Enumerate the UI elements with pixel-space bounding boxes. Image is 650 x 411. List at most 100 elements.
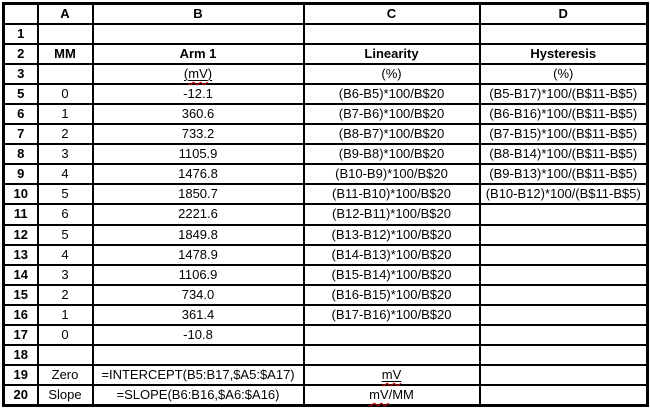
cell-C11[interactable]: (B12-B11)*100/B$20	[302, 203, 481, 226]
cell-D16[interactable]	[478, 303, 649, 326]
cell-A20[interactable]: Slope	[36, 383, 94, 407]
row-header-15[interactable]: 15	[2, 283, 39, 306]
cell-D2[interactable]: Hysteresis	[478, 43, 649, 66]
row-header-7[interactable]: 7	[2, 123, 39, 146]
cell-C15[interactable]: (B16-B15)*100/B$20	[302, 283, 481, 306]
cell-C17[interactable]	[302, 323, 481, 346]
row-header-14[interactable]: 14	[2, 263, 39, 286]
cell-B10[interactable]: 1850.7	[91, 183, 305, 206]
cell-C19[interactable]: mV	[302, 363, 481, 386]
cell-B5[interactable]: -12.1	[91, 83, 305, 106]
cell-B9[interactable]: 1476.8	[91, 163, 305, 186]
cell-D14[interactable]	[478, 263, 649, 286]
row-header-17[interactable]: 17	[2, 323, 39, 346]
column-header-A[interactable]: A	[36, 2, 94, 26]
column-header-C[interactable]: C	[302, 2, 481, 26]
cell-D12[interactable]	[478, 223, 649, 246]
cell-A13[interactable]: 4	[36, 243, 94, 266]
cell-A19[interactable]: Zero	[36, 363, 94, 386]
cell-B16[interactable]: 361.4	[91, 303, 305, 326]
cell-A1[interactable]	[36, 23, 94, 46]
cell-A6[interactable]: 1	[36, 103, 94, 126]
cell-C9[interactable]: (B10-B9)*100/B$20	[302, 163, 481, 186]
cell-C7[interactable]: (B8-B7)*100/B$20	[302, 123, 481, 146]
cell-B8[interactable]: 1105.9	[91, 143, 305, 166]
row-header-20[interactable]: 20	[2, 383, 39, 407]
cell-A9[interactable]: 4	[36, 163, 94, 186]
cell-D15[interactable]	[478, 283, 649, 306]
row-header-9[interactable]: 9	[2, 163, 39, 186]
cell-A10[interactable]: 5	[36, 183, 94, 206]
cell-C16[interactable]: (B17-B16)*100/B$20	[302, 303, 481, 326]
cell-D17[interactable]	[478, 323, 649, 346]
cell-C10[interactable]: (B11-B10)*100/B$20	[302, 183, 481, 206]
row-header-6[interactable]: 6	[2, 103, 39, 126]
cell-C18[interactable]	[302, 343, 481, 366]
row-header-8[interactable]: 8	[2, 143, 39, 166]
cell-D10[interactable]: (B10-B12)*100/(B$11-B$5)	[478, 183, 649, 206]
cell-A11[interactable]: 6	[36, 203, 94, 226]
cell-D6[interactable]: (B6-B16)*100/(B$11-B$5)	[478, 103, 649, 126]
cell-A18[interactable]	[36, 343, 94, 366]
cell-D18[interactable]	[478, 343, 649, 366]
cell-D11[interactable]	[478, 203, 649, 226]
row-header-18[interactable]: 18	[2, 343, 39, 366]
column-header-B[interactable]: B	[91, 2, 305, 26]
cell-D19[interactable]	[478, 363, 649, 386]
cell-C8[interactable]: (B9-B8)*100/B$20	[302, 143, 481, 166]
row-header-13[interactable]: 13	[2, 243, 39, 266]
row-header-19[interactable]: 19	[2, 363, 39, 386]
cell-D8[interactable]: (B8-B14)*100/(B$11-B$5)	[478, 143, 649, 166]
row-header-10[interactable]: 10	[2, 183, 39, 206]
row-header-12[interactable]: 12	[2, 223, 39, 246]
cell-A12[interactable]: 5	[36, 223, 94, 246]
cell-A17[interactable]: 0	[36, 323, 94, 346]
cell-A2[interactable]: MM	[36, 43, 94, 66]
cell-D1[interactable]	[478, 23, 649, 46]
cell-C14[interactable]: (B15-B14)*100/B$20	[302, 263, 481, 286]
cell-C13[interactable]: (B14-B13)*100/B$20	[302, 243, 481, 266]
cell-C5[interactable]: (B6-B5)*100/B$20	[302, 83, 481, 106]
cell-B15[interactable]: 734.0	[91, 283, 305, 306]
cell-B11[interactable]: 2221.6	[91, 203, 305, 226]
cell-A3[interactable]	[36, 63, 94, 86]
row-header-3[interactable]: 3	[2, 63, 39, 86]
cell-C6[interactable]: (B7-B6)*100/B$20	[302, 103, 481, 126]
row-header-5[interactable]: 5	[2, 83, 39, 106]
row-header-16[interactable]: 16	[2, 303, 39, 326]
cell-B7[interactable]: 733.2	[91, 123, 305, 146]
cell-A8[interactable]: 3	[36, 143, 94, 166]
cell-D13[interactable]	[478, 243, 649, 266]
cell-C3[interactable]: (%)	[302, 63, 481, 86]
row-header-1[interactable]: 1	[2, 23, 39, 46]
cell-B19[interactable]: =INTERCEPT(B5:B17,$A5:$A17)	[91, 363, 305, 386]
cell-B6[interactable]: 360.6	[91, 103, 305, 126]
row-header-11[interactable]: 11	[2, 203, 39, 226]
cell-B18[interactable]	[91, 343, 305, 366]
cell-C2[interactable]: Linearity	[302, 43, 481, 66]
cell-D9[interactable]: (B9-B13)*100/(B$11-B$5)	[478, 163, 649, 186]
cell-B1[interactable]	[91, 23, 305, 46]
cell-B14[interactable]: 1106.9	[91, 263, 305, 286]
cell-D7[interactable]: (B7-B15)*100/(B$11-B$5)	[478, 123, 649, 146]
cell-B2[interactable]: Arm 1	[91, 43, 305, 66]
column-header-D[interactable]: D	[478, 2, 649, 26]
cell-A15[interactable]: 2	[36, 283, 94, 306]
cell-B12[interactable]: 1849.8	[91, 223, 305, 246]
row-header-2[interactable]: 2	[2, 43, 39, 66]
cell-C12[interactable]: (B13-B12)*100/B$20	[302, 223, 481, 246]
cell-D20[interactable]	[478, 383, 649, 407]
cell-C20[interactable]: mV/MM	[302, 383, 481, 407]
cell-D3[interactable]: (%)	[478, 63, 649, 86]
cell-A7[interactable]: 2	[36, 123, 94, 146]
cell-A5[interactable]: 0	[36, 83, 94, 106]
cell-B3[interactable]: (mV)	[91, 63, 305, 86]
cell-B13[interactable]: 1478.9	[91, 243, 305, 266]
cell-B17[interactable]: -10.8	[91, 323, 305, 346]
select-all-corner[interactable]	[2, 2, 39, 26]
cell-A16[interactable]: 1	[36, 303, 94, 326]
cell-C1[interactable]	[302, 23, 481, 46]
cell-A14[interactable]: 3	[36, 263, 94, 286]
cell-D5[interactable]: (B5-B17)*100/(B$11-B$5)	[478, 83, 649, 106]
cell-B20[interactable]: =SLOPE(B6:B16,$A6:$A16)	[91, 383, 305, 407]
